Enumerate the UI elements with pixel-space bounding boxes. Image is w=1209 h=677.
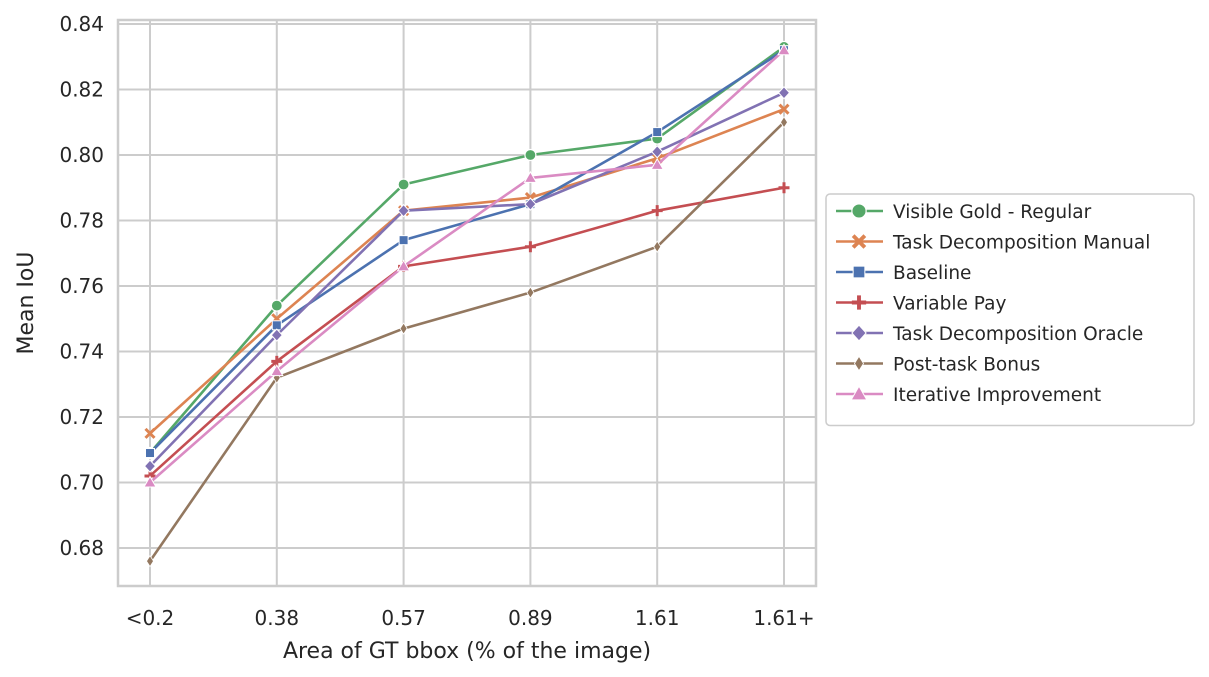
y-tick-label: 0.82: [59, 78, 104, 102]
x-axis-label: Area of GT bbox (% of the image): [283, 639, 651, 664]
series-line: [149, 45, 785, 454]
data-point: [399, 322, 408, 335]
legend-item: Task Decomposition Oracle: [836, 324, 1143, 345]
legend-label: Task Decomposition Oracle: [892, 324, 1143, 345]
legend: Visible Gold - Regular Task Decomposition…: [825, 193, 1195, 427]
series-task-decomposition-oracle: [143, 86, 791, 473]
legend-label: Post-task Bonus: [893, 355, 1040, 376]
data-point: [143, 459, 157, 473]
legend-marker: [852, 265, 866, 279]
series-line: [149, 49, 785, 484]
x-tick-label: <0.2: [126, 606, 175, 630]
x-tick-label: 0.57: [381, 606, 426, 630]
data-point: [778, 182, 790, 194]
legend-item: Baseline: [836, 263, 971, 284]
legend-marker: [851, 203, 867, 219]
y-tick-label: 0.74: [59, 340, 104, 364]
data-point: [778, 103, 790, 115]
series-line: [149, 91, 785, 468]
series-line: [149, 49, 785, 454]
legend-item: Variable Pay: [836, 294, 1006, 315]
y-tick-label: 0.72: [59, 405, 104, 429]
legend-item: Post-task Bonus: [836, 355, 1040, 376]
legend-marker: [851, 234, 867, 249]
series-line: [148, 121, 785, 562]
legend-label: Variable Pay: [893, 294, 1006, 315]
legend-marker: [851, 295, 867, 310]
series-group: [143, 40, 791, 568]
series-line: [149, 186, 785, 477]
series-baseline: [145, 45, 789, 459]
x-tick-label: 1.61: [635, 606, 680, 630]
legend-item: Task Decomposition Manual: [836, 233, 1150, 254]
y-tick-label: 0.84: [59, 12, 104, 36]
data-point: [397, 178, 410, 191]
y-tick-label: 0.80: [59, 143, 104, 167]
data-point: [777, 86, 791, 100]
data-point: [653, 240, 662, 253]
series-line: [149, 107, 785, 435]
data-point: [398, 235, 409, 246]
series-visible-gold-regular: [143, 40, 791, 460]
series-iterative-improvement: [143, 43, 791, 488]
legend-item: Visible Gold - Regular: [836, 202, 1092, 223]
legend-label: Visible Gold - Regular: [893, 202, 1092, 223]
grid: [118, 20, 816, 586]
legend-item: Iterative Improvement: [836, 385, 1101, 406]
data-point: [777, 43, 791, 56]
y-tick-label: 0.76: [59, 274, 104, 298]
data-point: [270, 328, 283, 342]
data-point: [145, 448, 155, 459]
data-point: [651, 144, 664, 159]
x-tick-label: 0.89: [508, 606, 553, 630]
x-tick-label: 0.38: [255, 606, 300, 630]
data-point: [524, 148, 537, 162]
data-point: [523, 170, 538, 183]
data-point: [651, 205, 663, 217]
data-point: [652, 127, 663, 138]
data-point: [144, 427, 156, 439]
legend-label: Baseline: [893, 263, 971, 284]
data-point: [650, 157, 665, 170]
plot-frame: [116, 18, 818, 588]
data-point: [269, 364, 284, 377]
y-tick-label: 0.68: [59, 536, 104, 560]
legend-marker: [853, 355, 865, 372]
data-point: [526, 286, 535, 299]
data-point: [524, 197, 537, 211]
y-axis-label: Mean IoU: [14, 252, 39, 355]
ticks: <0.2 0.38 0.57 0.89 1.61 1.61+ 0.68 0.70 0.72 0.7…: [59, 12, 814, 630]
y-tick-label: 0.78: [59, 209, 104, 233]
data-point: [143, 475, 157, 488]
data-point: [146, 554, 154, 568]
series-post-task-bonus: [146, 116, 788, 568]
legend-box: [825, 193, 1195, 427]
legend-marker: [851, 324, 867, 342]
data-point: [396, 259, 411, 272]
legend-label: Task Decomposition Manual: [892, 233, 1150, 254]
legend-marker: [850, 385, 868, 401]
data-point: [270, 299, 283, 312]
y-tick-label: 0.70: [59, 471, 104, 495]
data-point: [397, 203, 410, 218]
x-tick-label: 1.61+: [753, 606, 814, 630]
series-variable-pay: [144, 182, 790, 482]
legend-label: Iterative Improvement: [893, 385, 1101, 406]
data-point: [780, 116, 788, 129]
data-point: [524, 241, 536, 253]
